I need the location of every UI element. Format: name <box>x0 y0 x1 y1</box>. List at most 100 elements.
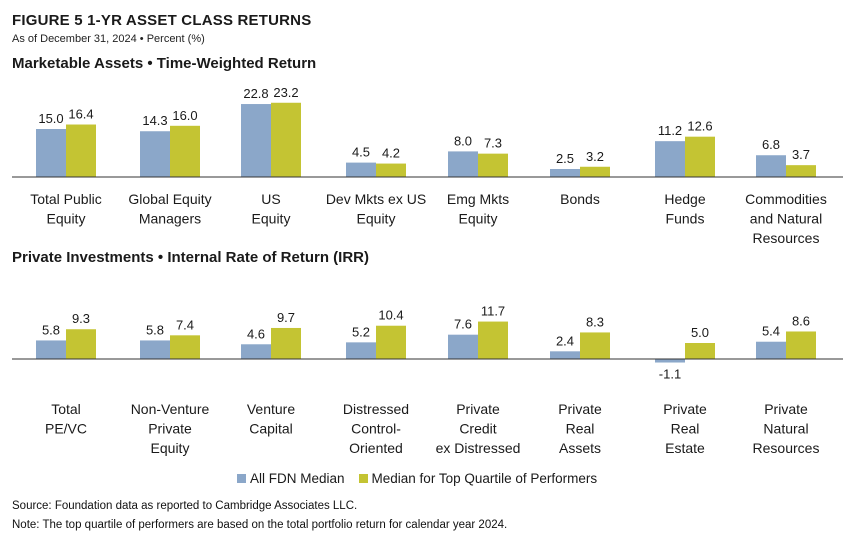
bar-p1-c0-s0 <box>36 340 66 359</box>
legend: All FDN Median Median for Top Quartile o… <box>237 471 611 486</box>
data-label-p1-c1-s0: 5.8 <box>146 322 164 337</box>
category-label-p1-c1-l0: Non-Venture <box>131 401 210 417</box>
data-label-p0-c0-s0: 15.0 <box>38 111 63 126</box>
data-label-p1-c2-s1: 9.7 <box>277 310 295 325</box>
bar-p0-c2-s1 <box>271 102 301 177</box>
legend-swatch-top-quartile <box>358 474 368 483</box>
panel-title-private: Private Investments • Internal Rate of R… <box>12 249 369 266</box>
bar-p1-c4-s0 <box>448 334 478 359</box>
bar-p1-c3-s1 <box>376 325 406 359</box>
category-label-p0-c7-l0: Commodities <box>745 191 827 207</box>
category-label-p1-c5-l0: Private <box>558 401 602 417</box>
source-note: Source: Foundation data as reported to C… <box>12 500 358 512</box>
bar-p1-c2-s0 <box>241 344 271 359</box>
data-label-p0-c6-s1: 12.6 <box>687 119 712 134</box>
category-label-p0-c0-l1: Equity <box>47 211 86 227</box>
data-label-p1-c0-s0: 5.8 <box>42 322 60 337</box>
category-label-p0-c3-l1: Equity <box>357 211 396 227</box>
legend-item-top-quartile: Median for Top Quartile of Performers <box>358 471 598 486</box>
category-label-p1-c7-l1: Natural <box>763 421 808 437</box>
data-label-p1-c0-s1: 9.3 <box>72 311 90 326</box>
data-label-p0-c2-s0: 22.8 <box>243 86 268 101</box>
bar-p0-c3-s1 <box>376 163 406 177</box>
figure-title: FIGURE 5 1-YR ASSET CLASS RETURNS <box>12 12 312 29</box>
bar-p1-c6-s1 <box>685 343 715 359</box>
category-label-p0-c2-l1: Equity <box>252 211 291 227</box>
bar-p1-c1-s0 <box>140 340 170 359</box>
bar-p1-c5-s1 <box>580 332 610 359</box>
footnote: Note: The top quartile of performers are… <box>12 519 508 531</box>
bar-p0-c3-s0 <box>346 162 376 177</box>
bar-p0-c5-s0 <box>550 169 580 177</box>
category-label-p1-c7-l0: Private <box>764 401 808 417</box>
bar-p1-c3-s0 <box>346 342 376 359</box>
data-label-p1-c7-s0: 5.4 <box>762 324 780 339</box>
bar-p0-c0-s0 <box>36 129 66 177</box>
category-label-p0-c4-l0: Emg Mkts <box>447 191 509 207</box>
data-label-p1-c5-s0: 2.4 <box>556 333 574 348</box>
category-label-p1-c6-l1: Real <box>671 421 700 437</box>
data-label-p0-c5-s0: 2.5 <box>556 151 574 166</box>
data-label-p1-c3-s0: 5.2 <box>352 324 370 339</box>
category-label-p0-c7-l1: and Natural <box>750 211 822 227</box>
legend-label-top-quartile: Median for Top Quartile of Performers <box>371 471 598 486</box>
figure-subtitle: As of December 31, 2024 • Percent (%) <box>12 33 205 45</box>
category-label-p0-c6-l1: Funds <box>666 211 705 227</box>
data-label-p0-c7-s0: 6.8 <box>762 137 780 152</box>
bar-p0-c4-s1 <box>478 153 508 177</box>
category-label-p1-c4-l2: ex Distressed <box>436 440 521 456</box>
category-label-p0-c6-l0: Hedge <box>664 191 705 207</box>
bar-p1-c0-s1 <box>66 329 96 359</box>
category-label-p0-c1-l0: Global Equity <box>128 191 211 207</box>
bar-p1-c7-s1 <box>786 331 816 359</box>
bar-p0-c4-s0 <box>448 151 478 177</box>
category-label-p1-c4-l1: Credit <box>459 421 496 437</box>
data-label-p0-c2-s1: 23.2 <box>273 85 298 100</box>
data-label-p1-c2-s0: 4.6 <box>247 326 265 341</box>
category-label-p1-c5-l2: Assets <box>559 440 601 456</box>
bar-p0-c1-s0 <box>140 131 170 177</box>
bar-p1-c1-s1 <box>170 335 200 359</box>
data-label-p1-c4-s1: 11.7 <box>481 304 505 319</box>
bar-p1-c7-s0 <box>756 341 786 359</box>
data-label-p0-c5-s1: 3.2 <box>586 149 604 164</box>
category-label-p0-c4-l1: Equity <box>459 211 498 227</box>
category-label-p0-c7-l2: Resources <box>753 230 820 246</box>
bar-p0-c6-s1 <box>685 136 715 177</box>
legend-item-median: All FDN Median <box>237 471 345 486</box>
data-label-p1-c6-s1: 5.0 <box>691 325 709 340</box>
category-label-p1-c3-l1: Control- <box>351 421 401 437</box>
data-label-p0-c0-s1: 16.4 <box>68 107 93 122</box>
category-label-p1-c3-l0: Distressed <box>343 401 409 417</box>
category-label-p1-c6-l2: Estate <box>665 440 705 456</box>
category-label-p1-c4-l0: Private <box>456 401 500 417</box>
category-label-p0-c5-l0: Bonds <box>560 191 600 207</box>
category-label-p1-c6-l0: Private <box>663 401 707 417</box>
category-label-p1-c2-l1: Capital <box>249 421 293 437</box>
data-label-p1-c3-s1: 10.4 <box>378 308 403 323</box>
category-label-p0-c1-l1: Managers <box>139 211 201 227</box>
category-label-p1-c1-l2: Equity <box>151 440 190 456</box>
bar-p1-c4-s1 <box>478 321 508 359</box>
bar-p0-c0-s1 <box>66 124 96 177</box>
bar-p1-c5-s0 <box>550 351 580 359</box>
data-label-p0-c3-s0: 4.5 <box>352 145 370 160</box>
data-label-p0-c4-s1: 7.3 <box>484 136 502 151</box>
data-label-p1-c4-s0: 7.6 <box>454 317 472 332</box>
data-label-p0-c1-s0: 14.3 <box>142 113 167 128</box>
panel-title-marketable: Marketable Assets • Time-Weighted Return <box>12 55 317 72</box>
data-label-p1-c6-s0: -1.1 <box>659 367 681 382</box>
bar-p0-c6-s0 <box>655 141 685 177</box>
data-label-p0-c4-s0: 8.0 <box>454 133 472 148</box>
data-label-p0-c6-s0: 11.2 <box>658 123 682 138</box>
category-label-p1-c0-l1: PE/VC <box>45 421 87 437</box>
bar-p1-c6-s0 <box>655 359 685 363</box>
bar-p0-c7-s0 <box>756 155 786 177</box>
bar-p0-c1-s1 <box>170 125 200 177</box>
data-label-p1-c7-s1: 8.6 <box>792 313 810 328</box>
category-label-p0-c0-l0: Total Public <box>30 191 102 207</box>
bar-p0-c2-s0 <box>241 104 271 177</box>
category-label-p1-c5-l1: Real <box>566 421 595 437</box>
data-label-p0-c1-s1: 16.0 <box>172 108 197 123</box>
